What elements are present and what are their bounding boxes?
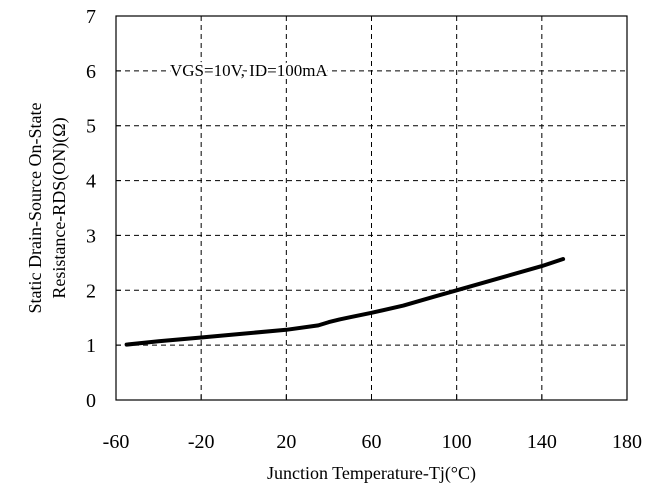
y-tick-label: 3 xyxy=(86,225,96,247)
y-tick-label: 0 xyxy=(86,390,96,412)
y-tick-label: 5 xyxy=(86,116,96,138)
annotation-label: VGS=10V, ID=100mA xyxy=(170,61,328,80)
y-axis-label-line-1: Static Drain-Source On-State xyxy=(25,103,45,314)
plot-frame xyxy=(115,15,628,401)
x-tick-label: 20 xyxy=(276,431,296,453)
x-tick-label: -60 xyxy=(103,431,130,453)
series-line xyxy=(124,257,566,347)
y-tick-label: 4 xyxy=(86,171,96,193)
x-tick-label: -20 xyxy=(188,431,215,453)
y-axis-label-line-2: Resistance-RDS(ON)(Ω) xyxy=(49,117,70,298)
y-tick-label: 7 xyxy=(86,6,96,28)
x-axis-label: Junction Temperature-Tj(°C) xyxy=(267,463,476,484)
y-tick-label: 1 xyxy=(86,335,96,357)
y-tick-label: 6 xyxy=(86,61,96,83)
y-tick-label: 2 xyxy=(86,280,96,302)
x-tick-label: 100 xyxy=(442,431,472,453)
x-tick-label: 180 xyxy=(612,431,642,453)
x-tick-label: 60 xyxy=(362,431,382,453)
x-tick-label: 140 xyxy=(527,431,557,453)
